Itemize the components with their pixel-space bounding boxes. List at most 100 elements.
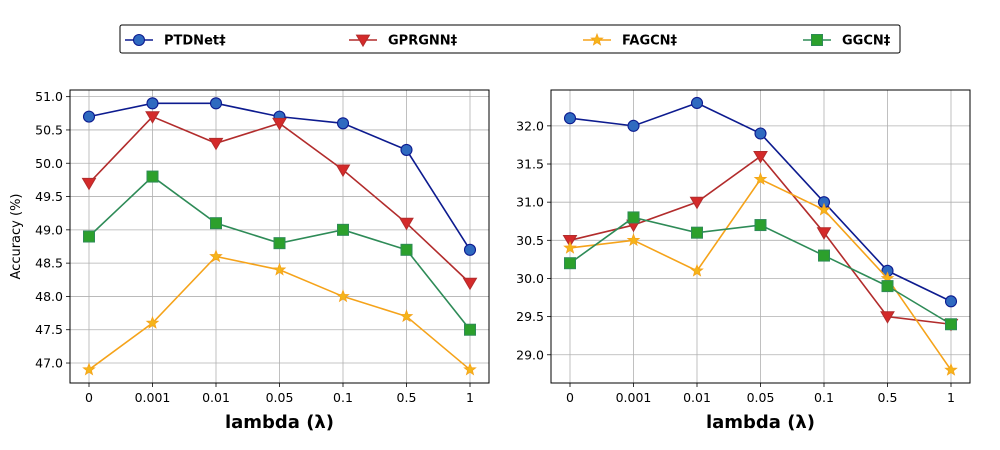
x-tick-label: 0.001 <box>135 390 171 405</box>
data-point <box>272 117 287 131</box>
data-point <box>690 96 704 110</box>
data-point <box>208 137 224 151</box>
data-point <box>753 151 768 164</box>
data-point <box>83 230 95 243</box>
axes-frame <box>550 89 971 384</box>
data-point <box>464 323 476 336</box>
x-tick-label: 0.01 <box>202 390 230 405</box>
y-tick-label: 31.0 <box>516 195 544 210</box>
x-axis-label: lambda (λ) <box>225 412 334 433</box>
series-ptdnet <box>563 96 958 308</box>
series-ggcn <box>564 211 957 331</box>
data-point <box>462 277 478 291</box>
series-gprgnn <box>81 111 478 291</box>
y-tick-label: 31.5 <box>516 157 544 172</box>
legend-marker-star <box>590 32 604 46</box>
x-tick-label: 0.5 <box>878 390 898 405</box>
legend-entry-ggcn: GGCN‡ <box>803 34 891 49</box>
y-axis-label: Accuracy (%) <box>9 194 24 280</box>
y-tick-label: 30.5 <box>516 233 544 248</box>
data-point <box>563 240 577 254</box>
data-point <box>626 233 641 247</box>
data-point <box>816 227 832 240</box>
y-tick-label: 29.0 <box>516 347 544 362</box>
data-point <box>82 110 96 123</box>
y-tick-label: 49.0 <box>35 222 63 237</box>
data-point <box>337 223 349 236</box>
data-point <box>273 237 286 250</box>
data-point <box>881 280 894 293</box>
legend-entry-gprgnn: GPRGNN‡ <box>349 34 458 49</box>
legend-label: FAGCN‡ <box>622 34 678 49</box>
data-point <box>754 219 767 232</box>
legend-label: PTDNet‡ <box>164 34 226 49</box>
x-tick-label: 0 <box>85 390 93 405</box>
x-tick-label: 0.05 <box>747 390 775 405</box>
data-point <box>145 111 160 124</box>
legend-label: GGCN‡ <box>842 34 891 49</box>
y-tick-label: 32.0 <box>516 118 544 133</box>
data-point <box>463 362 477 376</box>
legend-entry-ptdnet: PTDNet‡ <box>125 34 226 49</box>
data-point <box>209 97 223 110</box>
data-point <box>82 362 96 376</box>
data-point <box>81 177 97 191</box>
legend-frame <box>119 24 901 54</box>
y-tick-label: 50.0 <box>35 156 63 171</box>
y-tick-label: 29.5 <box>516 309 544 324</box>
y-tick-label: 30.0 <box>516 271 544 286</box>
series-gprgnn <box>562 151 959 332</box>
right-panel: 0 0.001 0.01 0.05 0.1 0.5 1 29.0 29.5 30.0 30.5 31.… <box>516 89 971 433</box>
data-point <box>945 318 957 331</box>
data-point <box>563 112 577 125</box>
x-tick-label: 0.05 <box>266 390 294 405</box>
series-fagcn <box>82 249 477 376</box>
data-point <box>564 257 576 270</box>
y-tick-label: 48.0 <box>35 289 63 304</box>
data-point <box>691 226 703 239</box>
x-tick-label: 0 <box>566 390 574 405</box>
data-point <box>336 289 350 303</box>
data-point <box>146 97 159 110</box>
left-panel: 0 0.001 0.01 0.05 0.1 0.5 1 47.0 47.5 48.0 48.5 49.… <box>9 89 490 433</box>
series-fagcn <box>563 172 958 376</box>
axes-frame <box>69 89 490 384</box>
data-point <box>145 315 160 329</box>
data-point <box>627 211 640 224</box>
data-point <box>754 127 767 140</box>
y-tick-label: 48.5 <box>35 256 63 271</box>
data-point <box>944 295 958 308</box>
y-tick-label: 49.5 <box>35 189 63 204</box>
data-point <box>335 164 351 178</box>
x-tick-label: 0.1 <box>814 390 834 405</box>
legend-entry-fagcn: FAGCN‡ <box>583 32 678 49</box>
data-point <box>272 262 287 276</box>
y-tick-label: 51.0 <box>35 89 63 104</box>
x-tick-label: 1 <box>466 390 474 405</box>
data-point <box>400 243 413 256</box>
x-tick-label: 0.001 <box>616 390 652 405</box>
legend-marker-triangle-down <box>355 34 371 48</box>
data-point <box>210 217 222 230</box>
data-point <box>690 263 704 277</box>
x-tick-label: 0.01 <box>683 390 711 405</box>
data-point <box>817 202 831 216</box>
legend-marker-circle <box>132 33 146 47</box>
y-tick-label: 50.5 <box>35 122 63 137</box>
x-tick-label: 1 <box>947 390 955 405</box>
data-point <box>209 249 223 263</box>
y-tick-label: 47.5 <box>35 322 63 337</box>
data-point <box>400 143 413 156</box>
data-point <box>336 117 350 130</box>
data-point <box>463 243 477 256</box>
data-point <box>753 172 768 186</box>
legend-label: GPRGNN‡ <box>388 34 458 49</box>
data-point <box>818 249 830 262</box>
data-point <box>146 170 159 183</box>
data-point <box>880 311 895 324</box>
x-tick-label: 0.5 <box>397 390 417 405</box>
legend: PTDNet‡ GPRGNN‡ FAGCN‡ GGCN‡ <box>119 24 901 54</box>
x-tick-label: 0.1 <box>333 390 353 405</box>
data-point <box>689 196 705 210</box>
data-point <box>627 119 640 132</box>
